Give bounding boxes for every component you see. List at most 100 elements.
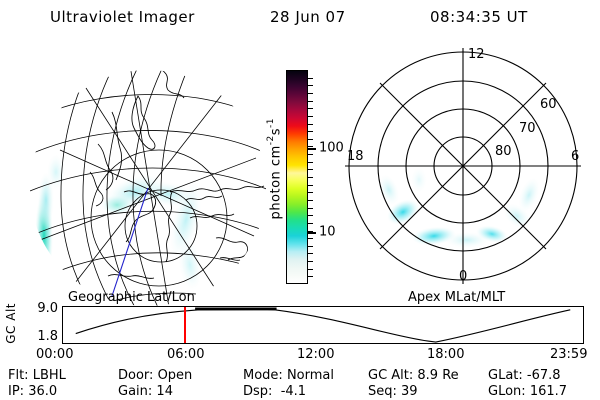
colorbar-axis-label: photon cm-2s-1 xyxy=(266,118,283,219)
page-title: Ultraviolet Imager xyxy=(50,8,195,26)
colorbar-minor-tick xyxy=(307,138,313,140)
colorbar-minor-tick xyxy=(307,268,313,270)
geo-coastlines xyxy=(89,70,265,279)
status-glon-value: 161.7 xyxy=(529,384,568,399)
status-door-value: Open xyxy=(157,368,193,383)
status-gain-value: 14 xyxy=(156,384,173,399)
gc-alt-axis-label: GC Alt xyxy=(4,303,18,344)
status-dsp-value: -4.1 xyxy=(280,384,307,399)
apex-polar-dial: 12 6 0 18 60 70 80 xyxy=(345,47,581,284)
colorbar-minor-tick xyxy=(307,276,313,278)
colorbar-minor-tick xyxy=(307,161,313,163)
colorbar-minor-tick xyxy=(307,146,313,148)
colorbar-minor-tick xyxy=(307,131,313,133)
gc-xtick-4: 23:59 xyxy=(550,347,588,362)
gc-altitude-track-plot[interactable] xyxy=(62,306,584,344)
geographic-image-panel[interactable] xyxy=(20,40,270,306)
status-flt-value: LBHL xyxy=(32,368,66,383)
status-glat: GLat: -67.8 xyxy=(488,368,561,383)
status-mode: Mode: Normal xyxy=(243,368,334,383)
colorbar-minor-tick xyxy=(307,169,313,171)
apex-spokes xyxy=(345,48,581,284)
mlt-label-6: 6 xyxy=(571,149,579,164)
status-gc-alt-label: GC Alt: xyxy=(368,368,414,383)
status-seq-value: 39 xyxy=(401,384,418,399)
gc-alt-ytick-top: 9.0 xyxy=(37,301,58,316)
apex-mlat-labels: 60 70 80 xyxy=(495,97,557,159)
status-glon-label: GLon: xyxy=(488,384,526,399)
colorbar-minor-tick xyxy=(307,100,313,102)
gc-altitude-curve xyxy=(75,307,571,343)
status-gain-label: Gain: xyxy=(118,384,153,399)
colorbar-minor-tick xyxy=(307,123,313,125)
colorbar-minor-tick xyxy=(307,177,313,178)
colorbar-minor-tick xyxy=(307,230,313,232)
colorbar-minor-tick xyxy=(307,199,313,201)
status-gc-alt: GC Alt: 8.9 Re xyxy=(368,368,459,383)
colorbar-minor-tick xyxy=(307,85,313,87)
status-door-label: Door: xyxy=(118,368,154,383)
mlat-label-80: 80 xyxy=(495,144,512,159)
status-door: Door: Open xyxy=(118,368,192,383)
colorbar-label-10: 10 xyxy=(319,224,336,240)
colorbar-minor-tick xyxy=(307,192,313,194)
status-seq-label: Seq: xyxy=(368,384,397,399)
colorbar-minor-tick xyxy=(307,77,313,79)
status-mode-value: Normal xyxy=(286,368,334,383)
observation-date: 28 Jun 07 xyxy=(270,8,346,26)
colorbar-minor-tick xyxy=(307,108,313,110)
status-ip-value: 36.0 xyxy=(28,384,58,399)
observation-time: 08:34:35 UT xyxy=(430,8,528,26)
status-dsp-label: Dsp: xyxy=(243,384,273,399)
mlt-label-12: 12 xyxy=(468,47,485,62)
colorbar-minor-tick xyxy=(307,115,313,117)
colorbar-minor-tick xyxy=(307,238,313,240)
mlt-label-0: 0 xyxy=(459,269,467,284)
colorbar-gradient xyxy=(287,71,307,283)
gc-xtick-2: 12:00 xyxy=(297,347,335,362)
colorbar-unit-text: photon cm xyxy=(268,145,284,220)
gc-xtick-3: 18:00 xyxy=(427,347,465,362)
colorbar-minor-tick xyxy=(307,261,313,263)
status-seq: Seq: 39 xyxy=(368,384,418,399)
status-glon: GLon: 161.7 xyxy=(488,384,567,399)
colorbar-label-100: 100 xyxy=(319,140,344,156)
current-time-marker[interactable] xyxy=(183,307,186,343)
colorbar-exponent-1: -2 xyxy=(266,135,276,146)
geographic-globe xyxy=(30,70,266,306)
colorbar-minor-tick xyxy=(307,184,313,186)
status-mode-label: Mode: xyxy=(243,368,283,383)
apex-panel-caption: Apex MLat/MLT xyxy=(408,290,506,305)
mlat-label-70: 70 xyxy=(519,121,536,136)
colorbar-unit-text-2: s xyxy=(268,127,284,136)
apex-polar-panel[interactable]: 12 6 0 18 60 70 80 xyxy=(335,40,595,295)
colorbar-major-tick-100 xyxy=(307,148,316,151)
gc-xtick-1: 06:00 xyxy=(167,347,205,362)
geo-terminator-line xyxy=(111,187,149,297)
colorbar-major-tick-10 xyxy=(307,232,316,235)
colorbar-minor-tick xyxy=(307,222,313,224)
gc-alt-ytick-bottom: 1.8 xyxy=(37,329,58,344)
gc-xtick-0: 00:00 xyxy=(36,347,74,362)
status-ip: IP: 36.0 xyxy=(8,384,57,399)
colorbar-minor-tick xyxy=(307,207,313,209)
apex-mlt-labels: 12 6 0 18 xyxy=(347,47,579,284)
status-ip-label: IP: xyxy=(8,384,25,399)
colorbar-minor-tick xyxy=(307,245,313,247)
status-flt: Flt: LBHL xyxy=(8,368,66,383)
status-flt-label: Flt: xyxy=(8,368,29,383)
colorbar-minor-tick xyxy=(307,92,313,94)
colorbar-minor-tick xyxy=(307,253,313,255)
colorbar-minor-tick xyxy=(307,154,313,156)
geographic-panel-caption: Geographic Lat/Lon xyxy=(68,290,195,305)
mlt-label-18: 18 xyxy=(347,149,364,164)
status-gc-alt-value: 8.9 Re xyxy=(417,368,459,383)
colorbar-exponent-2: -1 xyxy=(266,118,276,128)
status-gain: Gain: 14 xyxy=(118,384,173,399)
status-dsp: Dsp: -4.1 xyxy=(243,384,306,399)
status-glat-value: -67.8 xyxy=(526,368,561,383)
mlat-label-60: 60 xyxy=(540,97,557,112)
status-glat-label: GLat: xyxy=(488,368,523,383)
intensity-colorbar[interactable] xyxy=(286,70,308,284)
colorbar-minor-tick xyxy=(307,215,313,217)
